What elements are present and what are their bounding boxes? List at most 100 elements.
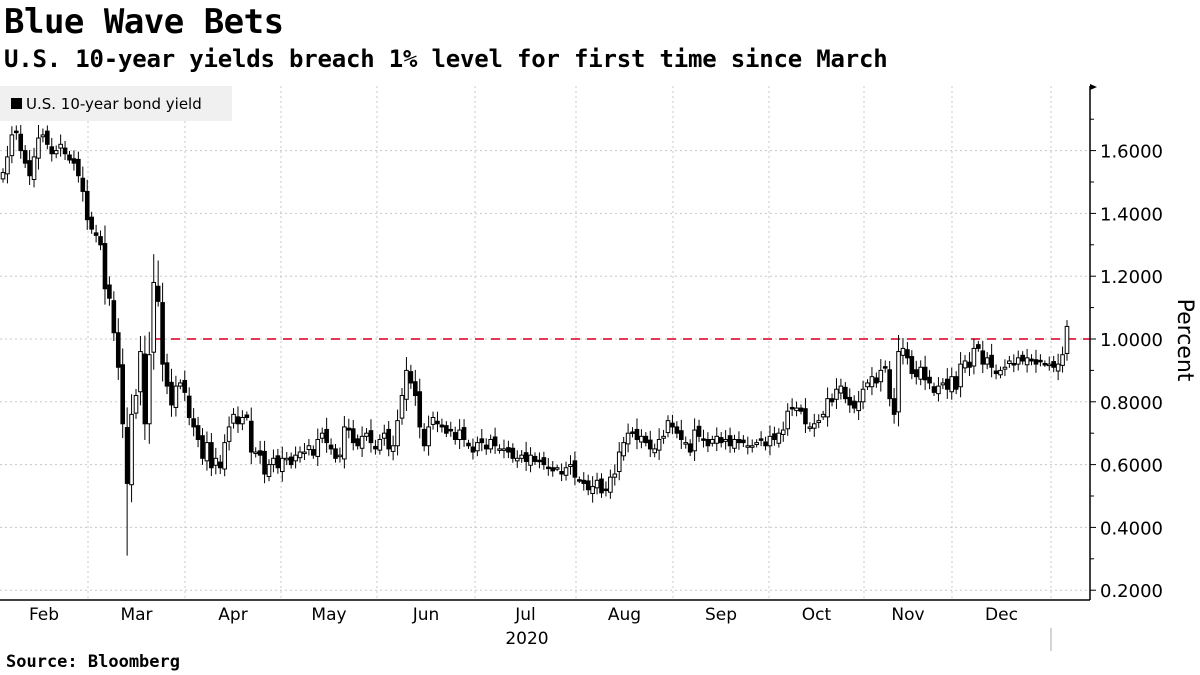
candle: [342, 415, 347, 469]
candle-body-up: [297, 451, 303, 459]
candle: [266, 459, 272, 482]
candle-body-up: [53, 150, 59, 155]
candle: [874, 372, 879, 388]
candle: [84, 179, 90, 230]
candle-body-down: [1011, 362, 1017, 366]
candle-body-down: [350, 428, 356, 444]
candle-body-down: [107, 284, 112, 299]
candle: [878, 359, 884, 392]
candle-body-up: [226, 426, 232, 442]
candle-body-down: [448, 428, 454, 432]
candle-body-up: [723, 438, 728, 442]
candle-body-up: [151, 281, 157, 353]
x-tick-label: Nov: [891, 605, 924, 625]
candle: [155, 260, 161, 307]
candle: [204, 431, 210, 471]
candle: [634, 418, 640, 450]
candle: [537, 452, 542, 469]
candle-body-down: [483, 444, 489, 450]
candle: [390, 435, 396, 461]
candle-body-down: [559, 471, 564, 475]
candle: [869, 367, 875, 396]
candle: [164, 353, 170, 395]
candle-body-up: [395, 420, 400, 447]
x-tick-label: Aug: [608, 605, 641, 625]
candle-body-up: [594, 479, 600, 489]
candle: [461, 419, 467, 447]
candle: [1038, 354, 1043, 367]
candle: [1007, 355, 1012, 368]
candle: [803, 398, 808, 434]
candle-body-up: [807, 426, 813, 429]
candle: [1055, 353, 1061, 381]
candle-body-down: [603, 488, 609, 492]
candle-body-down: [45, 130, 50, 145]
candle-body-down: [18, 133, 24, 152]
candle: [922, 355, 928, 390]
candle-body-down: [355, 438, 360, 447]
candle-body-up: [745, 445, 751, 448]
x-tick-label: Apr: [218, 605, 247, 625]
candle: [319, 427, 325, 444]
candle-body-down: [772, 433, 777, 440]
candle: [705, 432, 711, 453]
candle-body-down: [142, 353, 148, 425]
candle: [288, 452, 294, 469]
candle-body-down: [674, 426, 680, 434]
x-tick-label: Dec: [985, 605, 1018, 625]
candle-body-up: [497, 448, 502, 451]
candle-body-up: [608, 476, 613, 493]
candle: [984, 352, 990, 370]
candle: [679, 419, 684, 449]
candle-body-down: [891, 398, 897, 415]
candle-body-up: [958, 363, 963, 388]
candle-body-up: [940, 382, 946, 386]
candle-body-down: [546, 466, 551, 470]
candle: [980, 340, 986, 374]
candle: [1020, 351, 1025, 365]
candle-body-up: [1002, 366, 1008, 370]
candle: [732, 434, 737, 453]
candle: [510, 443, 516, 463]
candle-body-up: [767, 435, 773, 447]
candle: [315, 428, 321, 466]
candle-body-up: [381, 432, 387, 439]
candle: [847, 388, 853, 413]
candle-body-up: [785, 410, 791, 430]
candle-body-up: [1055, 363, 1061, 372]
candle: [248, 407, 254, 465]
candle: [483, 438, 489, 455]
candle-body-up: [129, 413, 134, 486]
candle-body-up: [58, 143, 63, 149]
candle: [913, 360, 919, 385]
candle-body-down: [209, 442, 214, 469]
candle: [656, 428, 662, 460]
candle: [692, 418, 697, 462]
candle-body-down: [847, 396, 853, 406]
y-tick-label: 0.6000: [1100, 456, 1163, 477]
candle: [368, 419, 374, 453]
candle: [532, 452, 538, 465]
candle-body-down: [124, 427, 130, 484]
candle-body-up: [36, 137, 41, 159]
candle-body-up: [554, 467, 560, 470]
candle-body-up: [732, 438, 737, 449]
candle-body-down: [67, 154, 72, 161]
candle: [789, 398, 795, 417]
candle-body-up: [133, 395, 139, 414]
candle-body-down: [49, 146, 55, 155]
candle-body-down: [1051, 361, 1057, 368]
candle-body-down: [599, 478, 604, 494]
candle: [1051, 355, 1057, 373]
candle-body-down: [461, 427, 467, 440]
candle-body-down: [248, 420, 254, 453]
candle: [293, 446, 298, 469]
candle-body-up: [869, 376, 875, 388]
candle-body-down: [27, 160, 32, 177]
candle: [1002, 359, 1008, 377]
candle-body-up: [306, 445, 312, 451]
candle: [280, 446, 285, 482]
candle: [98, 230, 103, 251]
candle-body-down: [346, 427, 352, 431]
candle: [798, 404, 804, 415]
